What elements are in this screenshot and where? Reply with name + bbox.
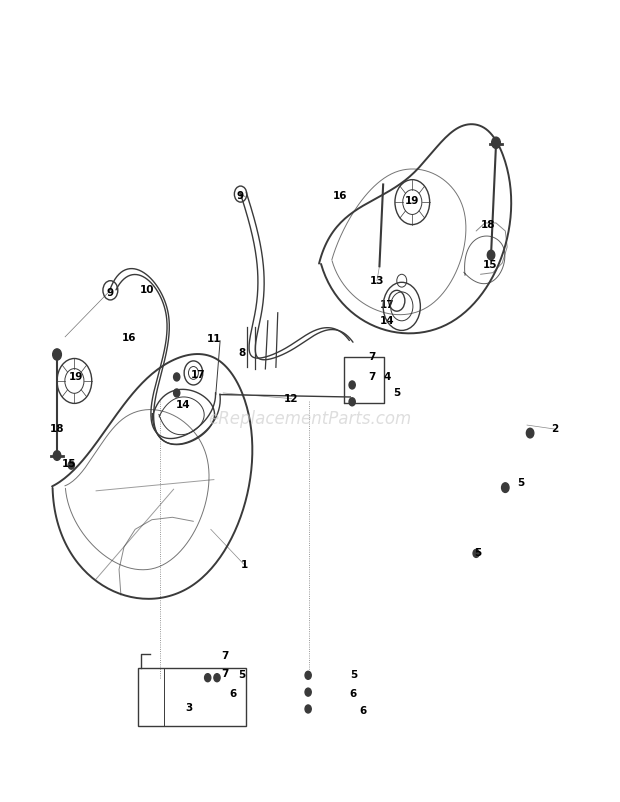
Text: 10: 10 — [140, 286, 155, 295]
Text: 13: 13 — [370, 276, 384, 286]
Text: 9: 9 — [237, 191, 244, 200]
Circle shape — [349, 398, 355, 406]
Circle shape — [492, 137, 500, 148]
Text: 14: 14 — [380, 316, 395, 326]
Circle shape — [526, 428, 534, 438]
Text: 9: 9 — [107, 288, 114, 298]
Text: 18: 18 — [50, 424, 64, 434]
Text: 15: 15 — [482, 260, 497, 269]
Text: 1: 1 — [241, 561, 249, 570]
Circle shape — [305, 705, 311, 713]
Circle shape — [473, 549, 479, 557]
Circle shape — [305, 688, 311, 696]
Text: 15: 15 — [62, 459, 77, 468]
Text: 6: 6 — [229, 689, 236, 699]
Circle shape — [502, 483, 509, 492]
Text: 7: 7 — [221, 651, 228, 661]
Text: 6: 6 — [359, 707, 366, 716]
Circle shape — [53, 451, 61, 460]
Text: 7: 7 — [221, 669, 228, 678]
Text: 5: 5 — [517, 478, 525, 488]
Circle shape — [205, 674, 211, 682]
Text: 19: 19 — [68, 372, 83, 382]
Text: 2: 2 — [551, 424, 559, 434]
Text: 18: 18 — [481, 220, 496, 229]
Text: 11: 11 — [206, 334, 221, 344]
Circle shape — [53, 349, 61, 360]
Text: 7: 7 — [368, 352, 376, 362]
Circle shape — [174, 373, 180, 381]
Text: 17: 17 — [191, 370, 206, 379]
Circle shape — [214, 674, 220, 682]
Text: 5: 5 — [393, 388, 401, 398]
Text: 14: 14 — [175, 400, 190, 410]
Text: 5: 5 — [238, 670, 246, 680]
Text: 5: 5 — [474, 549, 481, 558]
Text: eReplacementParts.com: eReplacementParts.com — [208, 410, 412, 427]
Text: 4: 4 — [384, 372, 391, 382]
Text: 8: 8 — [238, 348, 246, 358]
Text: 19: 19 — [405, 196, 420, 205]
Text: 17: 17 — [380, 300, 395, 310]
Text: 5: 5 — [350, 670, 357, 680]
Text: 3: 3 — [185, 703, 193, 713]
Circle shape — [68, 461, 74, 469]
Text: 6: 6 — [350, 689, 357, 699]
Text: 7: 7 — [368, 372, 376, 382]
Circle shape — [305, 671, 311, 679]
Text: 16: 16 — [122, 334, 136, 343]
Circle shape — [174, 389, 180, 397]
Text: 12: 12 — [284, 394, 299, 403]
Circle shape — [487, 250, 495, 260]
Circle shape — [349, 381, 355, 389]
Text: 16: 16 — [332, 192, 347, 201]
